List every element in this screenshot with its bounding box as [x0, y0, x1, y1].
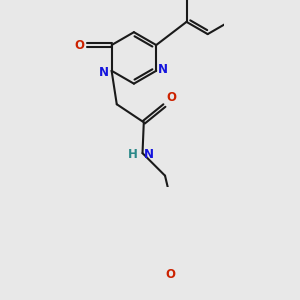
Text: N: N	[144, 148, 154, 161]
Text: N: N	[158, 63, 168, 76]
Text: N: N	[99, 66, 109, 79]
Text: O: O	[166, 91, 176, 104]
Text: O: O	[74, 38, 84, 52]
Text: H: H	[128, 148, 137, 161]
Text: O: O	[165, 268, 175, 281]
